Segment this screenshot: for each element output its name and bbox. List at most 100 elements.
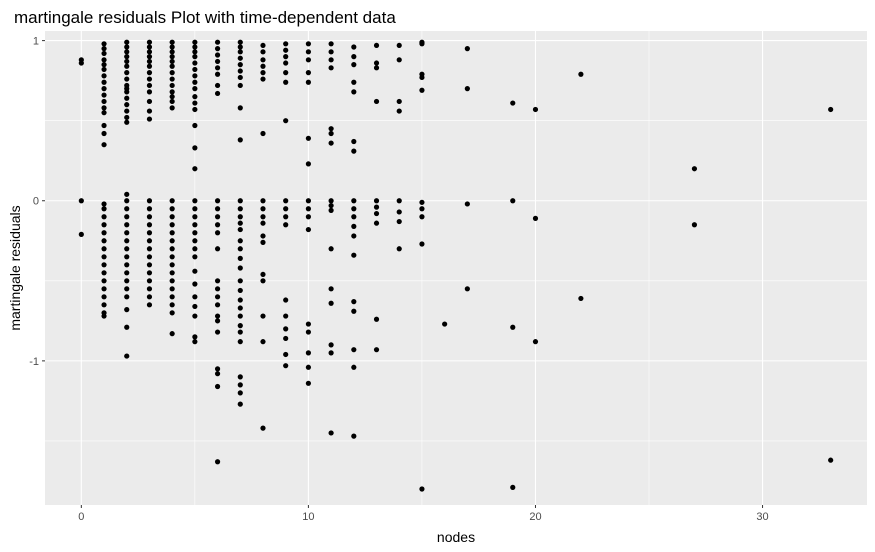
data-point: [124, 54, 130, 60]
data-point: [260, 233, 266, 239]
data-point: [237, 390, 243, 396]
data-point: [169, 270, 175, 276]
data-point: [169, 89, 175, 95]
data-point: [328, 350, 334, 356]
data-point: [124, 198, 130, 204]
data-point: [101, 105, 107, 111]
data-point: [124, 39, 130, 45]
data-point: [124, 70, 130, 76]
data-point: [828, 106, 834, 113]
y-axis: -1 0 1: [29, 36, 45, 368]
data-point: [532, 215, 539, 221]
data-point: [305, 70, 312, 76]
data-point: [192, 79, 198, 85]
data-point: [283, 222, 289, 228]
data-point: [351, 308, 357, 314]
data-point: [169, 230, 175, 236]
data-point: [283, 326, 289, 332]
data-point: [283, 214, 289, 220]
data-point: [124, 222, 130, 228]
data-point: [192, 214, 198, 220]
data-point: [146, 278, 153, 284]
data-point: [101, 50, 107, 57]
data-point: [305, 161, 312, 167]
data-point: [419, 241, 425, 247]
data-point: [169, 105, 175, 111]
data-point: [124, 246, 130, 252]
data-point: [124, 44, 130, 50]
data-point: [351, 89, 357, 95]
data-point: [396, 198, 402, 204]
data-point: [237, 39, 243, 45]
data-point: [101, 238, 107, 244]
data-point: [192, 166, 198, 172]
data-point: [237, 382, 243, 388]
data-point: [169, 331, 175, 337]
data-point: [237, 137, 243, 143]
data-point: [351, 252, 357, 258]
data-point: [510, 484, 516, 490]
data-point: [532, 106, 539, 113]
data-point: [169, 262, 175, 268]
y-tick-label: 1: [33, 36, 39, 48]
data-point: [283, 297, 289, 303]
data-point: [510, 100, 516, 106]
data-point: [260, 339, 266, 345]
data-point: [169, 214, 175, 220]
data-point: [192, 230, 198, 236]
data-point: [419, 199, 425, 205]
data-point: [260, 70, 266, 76]
data-point: [373, 60, 380, 66]
data-point: [510, 324, 516, 330]
data-point: [396, 209, 402, 215]
data-point: [305, 57, 312, 63]
data-point: [283, 351, 289, 358]
data-point: [237, 323, 243, 329]
data-point: [283, 118, 289, 124]
data-point: [260, 130, 266, 137]
data-point: [328, 342, 334, 348]
data-point: [214, 313, 221, 319]
data-point: [146, 286, 153, 292]
data-point: [305, 329, 312, 335]
data-point: [283, 47, 289, 53]
data-point: [464, 201, 470, 207]
data-point: [169, 58, 175, 65]
data-point: [237, 339, 243, 345]
data-point: [169, 206, 175, 212]
data-point: [419, 41, 425, 47]
data-point: [101, 286, 107, 292]
data-point: [192, 39, 198, 45]
data-point: [237, 214, 243, 220]
data-point: [146, 262, 153, 268]
data-point: [101, 98, 107, 105]
data-point: [351, 79, 357, 85]
data-point: [328, 430, 334, 436]
data-point: [124, 49, 130, 55]
data-point: [237, 265, 243, 271]
data-point: [169, 76, 175, 82]
data-point: [169, 254, 175, 260]
data-point: [192, 73, 198, 79]
data-point: [260, 76, 266, 82]
data-point: [351, 138, 357, 145]
data-point: [214, 302, 221, 308]
data-point: [396, 108, 402, 114]
data-point: [237, 278, 243, 284]
data-point: [328, 65, 334, 71]
data-point: [305, 350, 312, 356]
data-point: [101, 222, 107, 228]
data-point: [260, 63, 266, 69]
data-point: [192, 106, 198, 113]
data-point: [101, 66, 107, 73]
data-point: [192, 222, 198, 228]
data-point: [101, 246, 107, 252]
data-point: [328, 126, 334, 132]
plot-panel: [45, 31, 867, 505]
data-point: [101, 110, 107, 116]
data-point: [283, 206, 289, 212]
data-point: [237, 313, 243, 319]
data-point: [124, 307, 130, 313]
data-point: [192, 86, 198, 92]
data-point: [351, 214, 357, 220]
